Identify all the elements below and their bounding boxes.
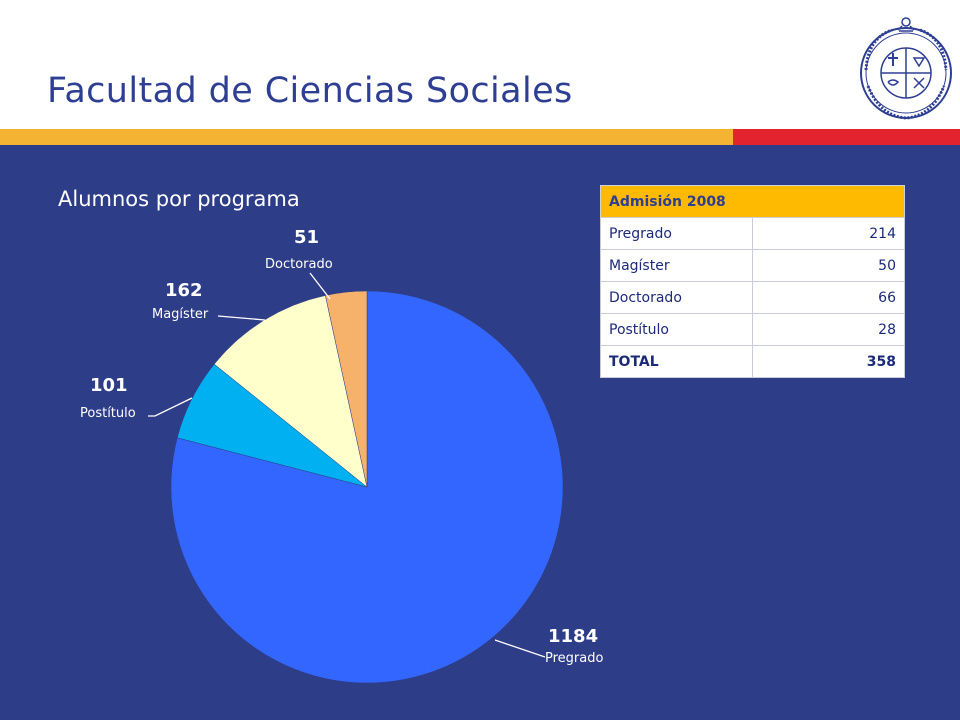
leader-line xyxy=(309,272,331,300)
table-cell-value: 28 xyxy=(752,313,905,346)
data-label-value: 1184 xyxy=(548,626,598,647)
table-header: Admisión 2008 xyxy=(600,185,905,218)
data-label-category: Magíster xyxy=(152,307,209,322)
table-row: Doctorado 66 xyxy=(600,281,905,314)
leader-line xyxy=(494,639,546,658)
table-cell-label: Magíster xyxy=(600,249,753,282)
data-label-value: 162 xyxy=(165,280,203,301)
chart-title: Alumnos por programa xyxy=(58,187,300,211)
university-seal-icon xyxy=(860,17,952,120)
table-header-row: Admisión 2008 xyxy=(600,185,905,218)
data-label-category: Doctorado xyxy=(265,257,333,272)
data-label-value: 51 xyxy=(294,227,319,248)
slide-header: Facultad de Ciencias Sociales xyxy=(0,0,960,129)
table-cell-label: Doctorado xyxy=(600,281,753,314)
pie-chart: 1184 Pregrado 101 Postítulo 162 Magíster 51 Doc… xyxy=(80,227,603,684)
table-total-label: TOTAL xyxy=(600,345,753,378)
table-cell-label: Postítulo xyxy=(600,313,753,346)
table-cell-label: Pregrado xyxy=(600,217,753,250)
accent-band-yellow xyxy=(0,129,733,145)
table-cell-value: 50 xyxy=(752,249,905,282)
table-row: Magíster 50 xyxy=(600,249,905,282)
table-row: Postítulo 28 xyxy=(600,313,905,346)
table-total-row: TOTAL 358 xyxy=(600,345,905,378)
data-label-value: 101 xyxy=(90,375,128,396)
table-cell-value: 66 xyxy=(752,281,905,314)
leader-line xyxy=(148,397,193,417)
admission-table: Admisión 2008 Pregrado 214 Magíster 50 D… xyxy=(600,185,905,378)
page-title: Facultad de Ciencias Sociales xyxy=(47,71,573,111)
data-label-category: Postítulo xyxy=(80,406,136,421)
table-row: Pregrado 214 xyxy=(600,217,905,250)
data-label-category: Pregrado xyxy=(545,651,603,666)
table-total-value: 358 xyxy=(752,345,905,378)
table-cell-value: 214 xyxy=(752,217,905,250)
leader-line xyxy=(217,315,266,321)
accent-band-red xyxy=(733,129,960,145)
pie-slice-doctorado xyxy=(325,290,368,488)
